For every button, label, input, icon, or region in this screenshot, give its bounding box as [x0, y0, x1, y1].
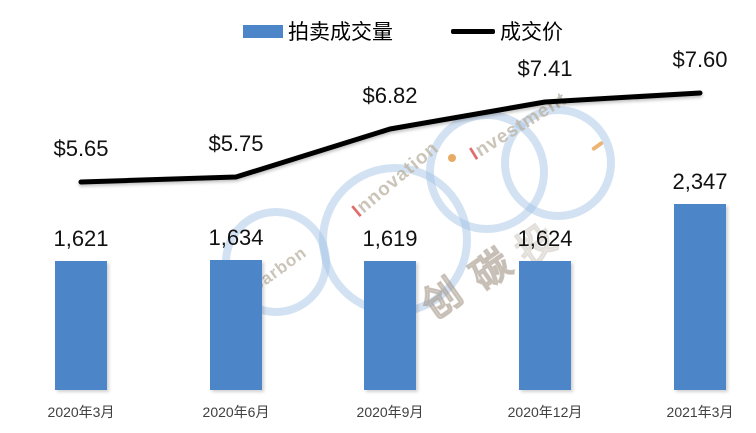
price-value-label: $7.41 [517, 56, 573, 81]
x-axis-label: 2021年3月 [666, 404, 734, 420]
price-value-label: $5.65 [53, 136, 109, 161]
legend-line-swatch-icon [451, 28, 495, 34]
legend: 拍卖成交量 成交价 [50, 16, 756, 46]
x-axis-label: 2020年6月 [202, 404, 270, 420]
price-value-label: $6.82 [362, 83, 418, 108]
watermark-ring-icon [501, 106, 615, 220]
bar-value-label: 1,624 [517, 226, 573, 251]
bar [55, 261, 107, 390]
bar [674, 204, 726, 390]
legend-item-volume: 拍卖成交量 [243, 16, 393, 46]
legend-label-volume: 拍卖成交量 [288, 21, 393, 44]
watermark-dot-icon [448, 154, 456, 162]
price-value-label: $7.60 [672, 47, 728, 72]
bar [364, 261, 416, 390]
bar-value-label: 1,619 [362, 226, 418, 251]
bar [519, 261, 571, 390]
bar-value-label: 2,347 [672, 169, 728, 194]
price-line [78, 90, 703, 185]
price-value-label: $5.75 [208, 131, 264, 156]
x-axis-label: 2020年3月 [47, 404, 115, 420]
bar [210, 260, 262, 390]
x-axis-label: 2020年9月 [356, 404, 424, 420]
x-axis-label: 2020年12月 [507, 404, 583, 420]
legend-label-price: 成交价 [500, 21, 563, 44]
bar-value-label: 1,621 [53, 226, 109, 251]
legend-item-price: 成交价 [451, 16, 563, 46]
legend-bar-swatch-icon [243, 24, 283, 38]
bar-value-label: 1,634 [208, 225, 264, 250]
